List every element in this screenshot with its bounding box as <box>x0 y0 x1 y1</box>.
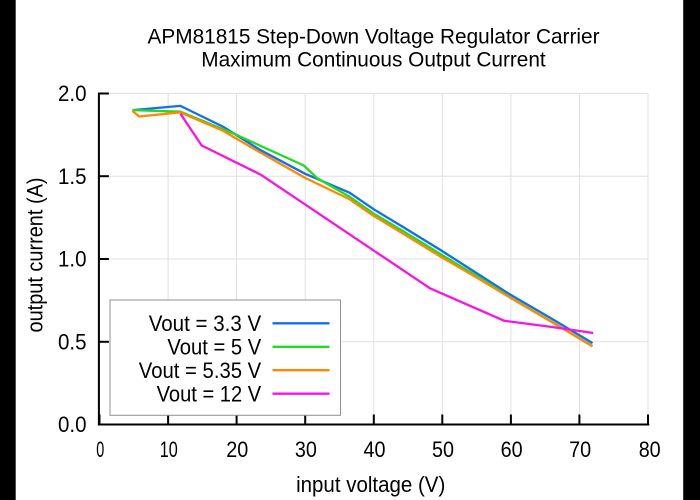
svg-text:output current (A): output current (A) <box>23 178 48 333</box>
svg-text:Maximum Continuous Output Curr: Maximum Continuous Output Current <box>201 48 546 71</box>
svg-text:1.5: 1.5 <box>58 164 87 189</box>
svg-text:10: 10 <box>160 437 178 462</box>
svg-text:Vout = 5.35 V: Vout = 5.35 V <box>139 358 261 383</box>
svg-text:0.0: 0.0 <box>58 412 87 437</box>
svg-text:70: 70 <box>569 437 591 462</box>
svg-text:60: 60 <box>501 437 523 462</box>
svg-text:0.5: 0.5 <box>58 329 87 354</box>
svg-text:20: 20 <box>226 437 248 462</box>
svg-text:50: 50 <box>432 437 454 462</box>
svg-text:Vout = 12 V: Vout = 12 V <box>157 381 262 406</box>
svg-text:30: 30 <box>295 437 317 462</box>
svg-text:Vout = 3.3 V: Vout = 3.3 V <box>149 311 262 336</box>
svg-text:Vout = 5 V: Vout = 5 V <box>167 334 261 359</box>
svg-text:40: 40 <box>364 437 386 462</box>
svg-text:1.0: 1.0 <box>58 247 87 272</box>
svg-text:80: 80 <box>639 437 661 462</box>
svg-text:input voltage (V): input voltage (V) <box>296 472 445 497</box>
svg-text:0: 0 <box>96 437 104 462</box>
svg-text:APM81815 Step-Down Voltage Reg: APM81815 Step-Down Voltage Regulator Car… <box>148 26 600 49</box>
svg-text:2.0: 2.0 <box>58 81 87 106</box>
